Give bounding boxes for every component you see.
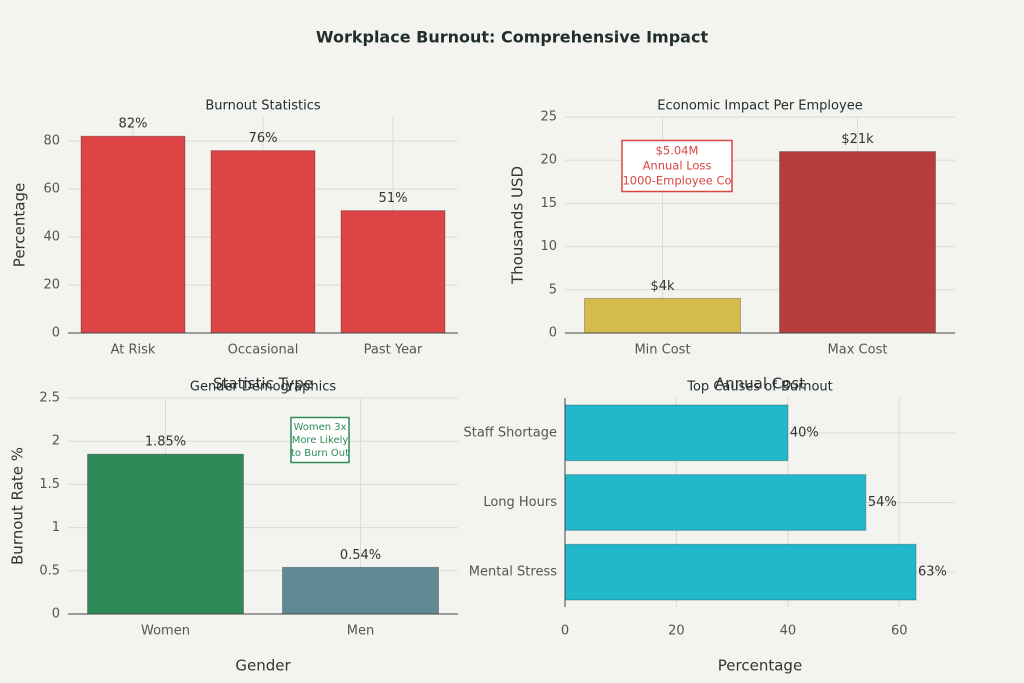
- y-tick-label: Mental Stress: [469, 565, 557, 580]
- bar: [340, 210, 446, 334]
- x-tick-label: Women: [141, 624, 190, 639]
- x-axis-label: Gender: [235, 657, 291, 675]
- subplot-title: Top Causes of Burnout: [686, 380, 833, 395]
- bar: [564, 404, 789, 462]
- page-title: Workplace Burnout: Comprehensive Impact: [316, 28, 709, 47]
- annotation-text: More Likely: [292, 435, 349, 446]
- data-label: 40%: [790, 425, 819, 440]
- data-label: $21k: [841, 132, 874, 147]
- y-axis-label: Percentage: [11, 183, 29, 267]
- y-tick-label: 10: [540, 239, 557, 254]
- data-label: 0.54%: [340, 548, 381, 563]
- y-tick-label: 15: [540, 196, 557, 211]
- bar: [87, 453, 244, 615]
- bar: [584, 297, 741, 334]
- x-tick-label: 20: [668, 624, 685, 639]
- x-tick-label: 0: [561, 624, 569, 639]
- subplot-title: Gender Demographics: [190, 380, 336, 395]
- y-tick-label: 20: [540, 153, 557, 168]
- data-label: 1.85%: [145, 435, 186, 450]
- annotation-box: [621, 139, 733, 193]
- y-tick-label: 40: [43, 230, 60, 245]
- x-tick-label: At Risk: [111, 343, 156, 358]
- y-tick-label: Staff Shortage: [463, 425, 557, 440]
- x-tick-label: 60: [891, 624, 908, 639]
- bar: [564, 474, 867, 531]
- y-tick-label: 80: [43, 134, 60, 149]
- annotation-text: $5.04M: [656, 144, 699, 158]
- x-axis-label: Annual Cost: [715, 375, 805, 393]
- x-tick-label: 40: [780, 624, 797, 639]
- x-tick-label: Past Year: [364, 343, 423, 358]
- annotation-text: 1000-Employee Co: [622, 174, 731, 188]
- y-tick-label: 1.5: [39, 477, 60, 492]
- x-tick-label: Men: [347, 624, 374, 639]
- x-tick-label: Min Cost: [634, 343, 690, 358]
- annotation-text: Women 3x: [293, 422, 346, 433]
- y-tick-label: 60: [43, 182, 60, 197]
- data-label: 51%: [379, 191, 408, 206]
- y-tick-label: 0: [52, 326, 60, 341]
- y-tick-label: 2.5: [39, 391, 60, 406]
- data-label: $4k: [650, 279, 675, 294]
- y-tick-label: Long Hours: [483, 495, 557, 510]
- data-label: 63%: [918, 565, 947, 580]
- annotation-text: Annual Loss: [643, 159, 712, 173]
- bar: [80, 135, 186, 334]
- data-label: 76%: [249, 131, 278, 146]
- annotation-text: to Burn Out: [291, 448, 349, 459]
- bar: [282, 566, 439, 615]
- subplot-title: Burnout Statistics: [205, 99, 321, 114]
- x-axis-label: Statistic Type: [213, 375, 313, 393]
- y-tick-label: 0: [52, 607, 60, 622]
- y-tick-label: 20: [43, 278, 60, 293]
- x-tick-label: Max Cost: [828, 343, 888, 358]
- data-label: 82%: [119, 117, 148, 132]
- x-tick-label: Occasional: [228, 343, 299, 358]
- bar: [210, 150, 316, 334]
- data-label: 54%: [868, 495, 897, 510]
- y-tick-label: 2: [52, 434, 60, 449]
- y-tick-label: 1: [52, 520, 60, 535]
- x-axis-label: Percentage: [718, 657, 802, 675]
- y-tick-label: 0.5: [39, 563, 60, 578]
- subplot-title: Economic Impact Per Employee: [657, 99, 862, 114]
- y-tick-label: 25: [540, 110, 557, 125]
- y-axis-label: Burnout Rate %: [9, 447, 27, 565]
- bar: [564, 543, 917, 601]
- y-tick-label: 5: [549, 282, 557, 297]
- y-axis-label: Thousands USD: [509, 166, 527, 285]
- y-tick-label: 0: [549, 326, 557, 341]
- annotation-box: [290, 416, 350, 464]
- bar: [779, 151, 936, 334]
